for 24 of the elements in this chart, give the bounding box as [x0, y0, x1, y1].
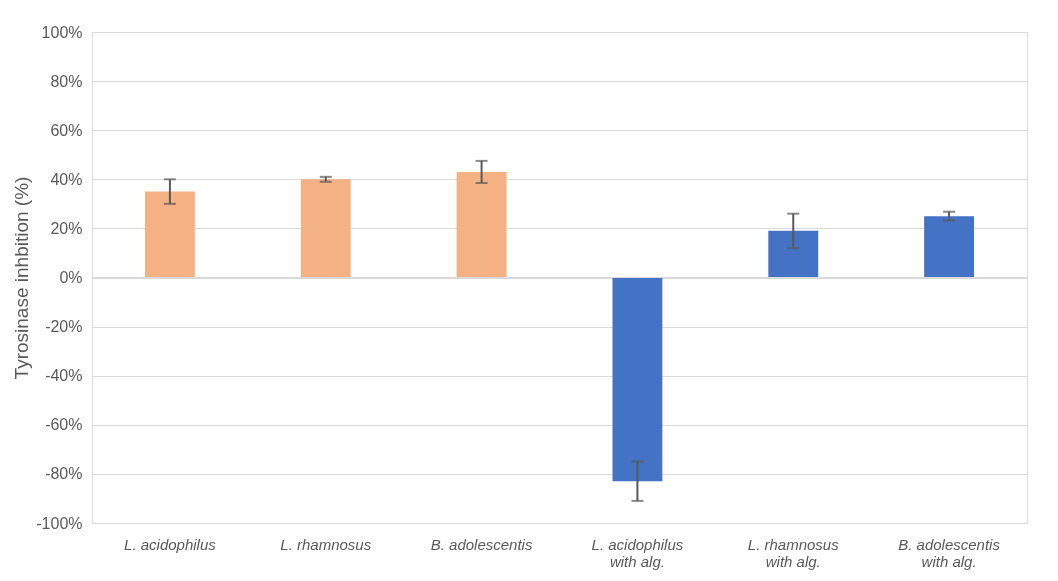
- x-tick-label: L. rhamnosus: [280, 535, 372, 553]
- y-tick-label: 100%: [41, 23, 83, 41]
- y-tick-label: 20%: [50, 219, 83, 237]
- x-tick-label: L. acidophilus with alg.: [591, 535, 684, 570]
- y-tick-label: -100%: [36, 514, 83, 532]
- x-tick-label: B. adolescentis: [430, 535, 533, 553]
- bar: [144, 191, 195, 278]
- y-tick-label: -20%: [45, 318, 83, 336]
- bar: [924, 216, 975, 278]
- x-tick-label: L. rhamnosus with alg.: [747, 535, 840, 570]
- y-tick-label: 0%: [59, 269, 83, 286]
- y-tick-label: 60%: [50, 121, 83, 139]
- bar: [768, 230, 819, 278]
- y-tick-label: -60%: [45, 416, 83, 434]
- y-tick-label: 40%: [50, 170, 83, 188]
- bar: [300, 179, 351, 278]
- y-tick-label: -40%: [45, 367, 83, 385]
- bar: [456, 171, 507, 278]
- x-tick-label: B. adolescentis with alg.: [898, 535, 1001, 570]
- bar: [612, 277, 663, 482]
- y-axis-title: Tyrosinase inhbition (%): [11, 176, 33, 380]
- y-tick-label: 80%: [50, 72, 83, 90]
- y-tick-label: -80%: [45, 465, 83, 483]
- x-tick-label: L. acidophilus: [124, 535, 217, 553]
